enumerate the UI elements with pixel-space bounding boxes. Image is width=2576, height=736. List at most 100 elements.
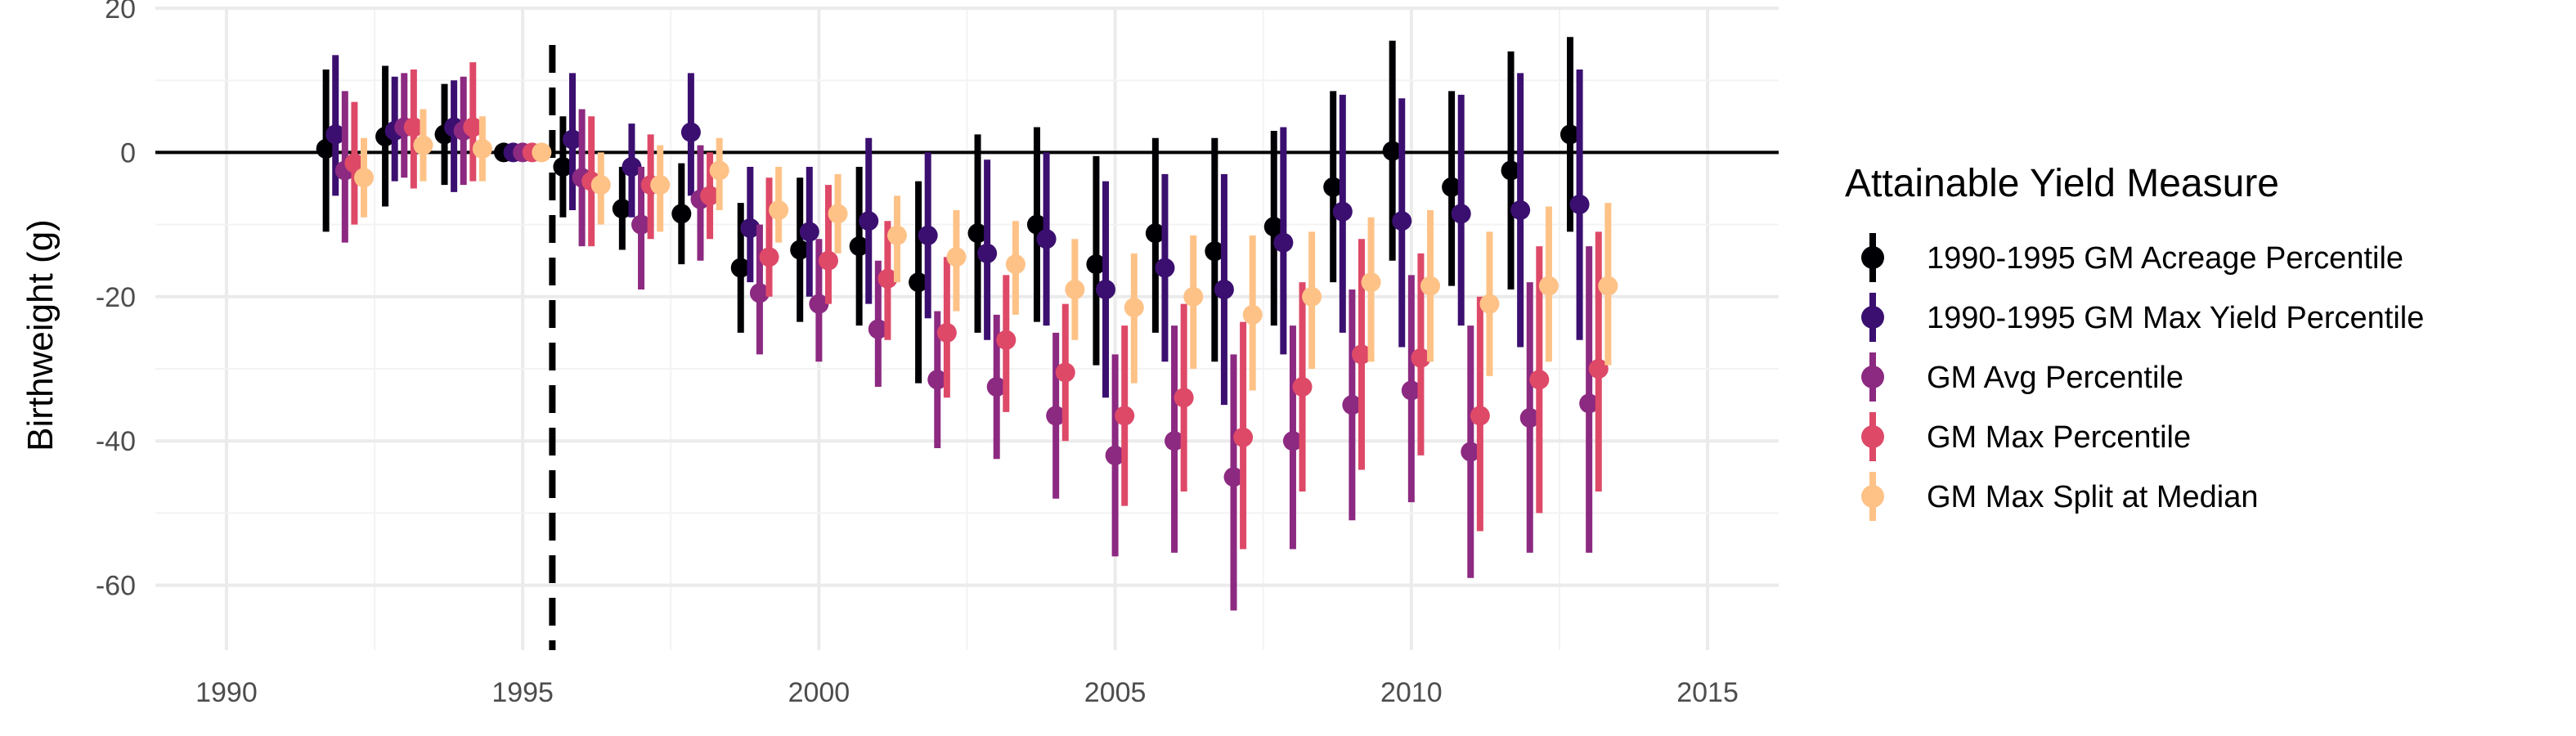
estimate-point (1510, 200, 1531, 220)
gridlines (155, 7, 1779, 650)
series-2 (325, 55, 1590, 406)
estimate-point (849, 236, 869, 257)
estimate-point (1538, 276, 1559, 296)
estimate-point (354, 168, 375, 188)
estimate-point (1105, 445, 1125, 465)
y-tick-label: -40 (96, 426, 136, 457)
estimate-point (1332, 201, 1353, 222)
estimate-point (1579, 393, 1600, 414)
y-tick-label: -60 (96, 571, 136, 602)
legend-key-point (1861, 366, 1884, 388)
x-tick-label: 1990 (195, 677, 258, 708)
estimate-point (790, 240, 810, 260)
estimate-point (1411, 348, 1431, 368)
estimate-point (1382, 141, 1402, 161)
estimate-point (590, 175, 611, 195)
y-tick-label: 20 (105, 0, 136, 25)
estimate-point (325, 124, 346, 145)
legend-title: Attainable Yield Measure (1845, 162, 2279, 205)
series-4 (344, 62, 1609, 550)
estimate-point (1155, 258, 1175, 278)
estimate-point (1560, 124, 1580, 145)
estimate-point (316, 138, 336, 159)
estimate-point (877, 268, 898, 289)
estimate-point (403, 117, 424, 137)
x-tick-label: 1995 (491, 677, 554, 708)
estimate-point (977, 243, 998, 263)
legend-entry-label: GM Avg Percentile (1927, 361, 2183, 395)
estimate-point (1205, 241, 1225, 262)
estimate-point (1115, 406, 1135, 426)
estimate-point (759, 247, 779, 267)
estimate-point (413, 135, 433, 155)
legend-entry-label: 1990-1995 GM Acreage Percentile (1927, 241, 2403, 276)
estimate-point (1165, 431, 1185, 451)
series-1 (316, 37, 1580, 384)
estimate-point (1233, 427, 1254, 447)
estimate-point (553, 157, 573, 177)
estimate-point (1442, 177, 1462, 197)
estimate-point (1242, 304, 1263, 325)
estimate-point (1086, 254, 1106, 275)
estimate-point (1174, 388, 1194, 408)
estimate-point (769, 200, 789, 220)
series-5 (354, 109, 1618, 391)
estimate-point (709, 160, 729, 181)
estimate-point (967, 223, 988, 244)
estimate-point (532, 142, 552, 163)
estimate-point (472, 138, 492, 159)
estimate-point (909, 272, 929, 293)
estimate-point (612, 199, 632, 219)
estimate-point (1005, 254, 1025, 275)
x-tick-label: 2000 (788, 677, 850, 708)
estimate-point (887, 225, 908, 245)
estimate-point (671, 204, 692, 224)
estimate-point (1065, 279, 1085, 299)
legend-key-point (1861, 246, 1884, 269)
x-tick-label: 2010 (1380, 677, 1443, 708)
estimate-point (828, 204, 848, 224)
estimate-point (799, 222, 819, 242)
estimate-point (700, 186, 720, 206)
estimate-point (927, 370, 948, 390)
y-tick-label: -20 (96, 282, 136, 313)
estimate-point (1223, 467, 1244, 487)
estimate-point (1292, 377, 1313, 397)
legend-key-point (1861, 485, 1884, 508)
estimate-point (996, 330, 1016, 350)
estimate-point (344, 153, 365, 173)
legend-key-point (1861, 306, 1884, 329)
estimate-point (1046, 406, 1066, 426)
estimate-point (809, 294, 829, 314)
estimate-point (1519, 407, 1540, 428)
estimate-point (680, 122, 701, 142)
legend-key-point (1861, 425, 1884, 448)
legend-entry-label: 1990-1995 GM Max Yield Percentile (1927, 301, 2424, 335)
estimate-point (631, 214, 652, 235)
x-tick-label: 2005 (1084, 677, 1147, 708)
estimate-point (1145, 223, 1165, 244)
estimate-point (1096, 279, 1116, 299)
estimate-point (1598, 276, 1618, 296)
estimate-point (818, 250, 838, 271)
estimate-point (936, 322, 957, 343)
legend-entry-label: GM Max Percentile (1927, 420, 2191, 455)
estimate-point (1124, 298, 1144, 318)
point-ranges (316, 37, 1618, 611)
estimate-point (650, 175, 671, 195)
estimate-point (986, 377, 1007, 397)
estimate-point (1263, 217, 1284, 237)
estimate-point (1529, 370, 1550, 390)
estimate-point (1323, 177, 1344, 197)
y-axis-title: Birthweight (g) (20, 219, 61, 451)
estimate-point (749, 283, 770, 303)
estimate-point (1479, 294, 1500, 314)
estimate-point (1361, 272, 1381, 293)
estimate-point (1026, 214, 1047, 235)
estimate-point (730, 258, 751, 278)
estimate-point (1401, 380, 1421, 401)
estimate-point (946, 247, 967, 267)
estimate-point (1282, 431, 1303, 451)
estimate-point (463, 117, 483, 137)
